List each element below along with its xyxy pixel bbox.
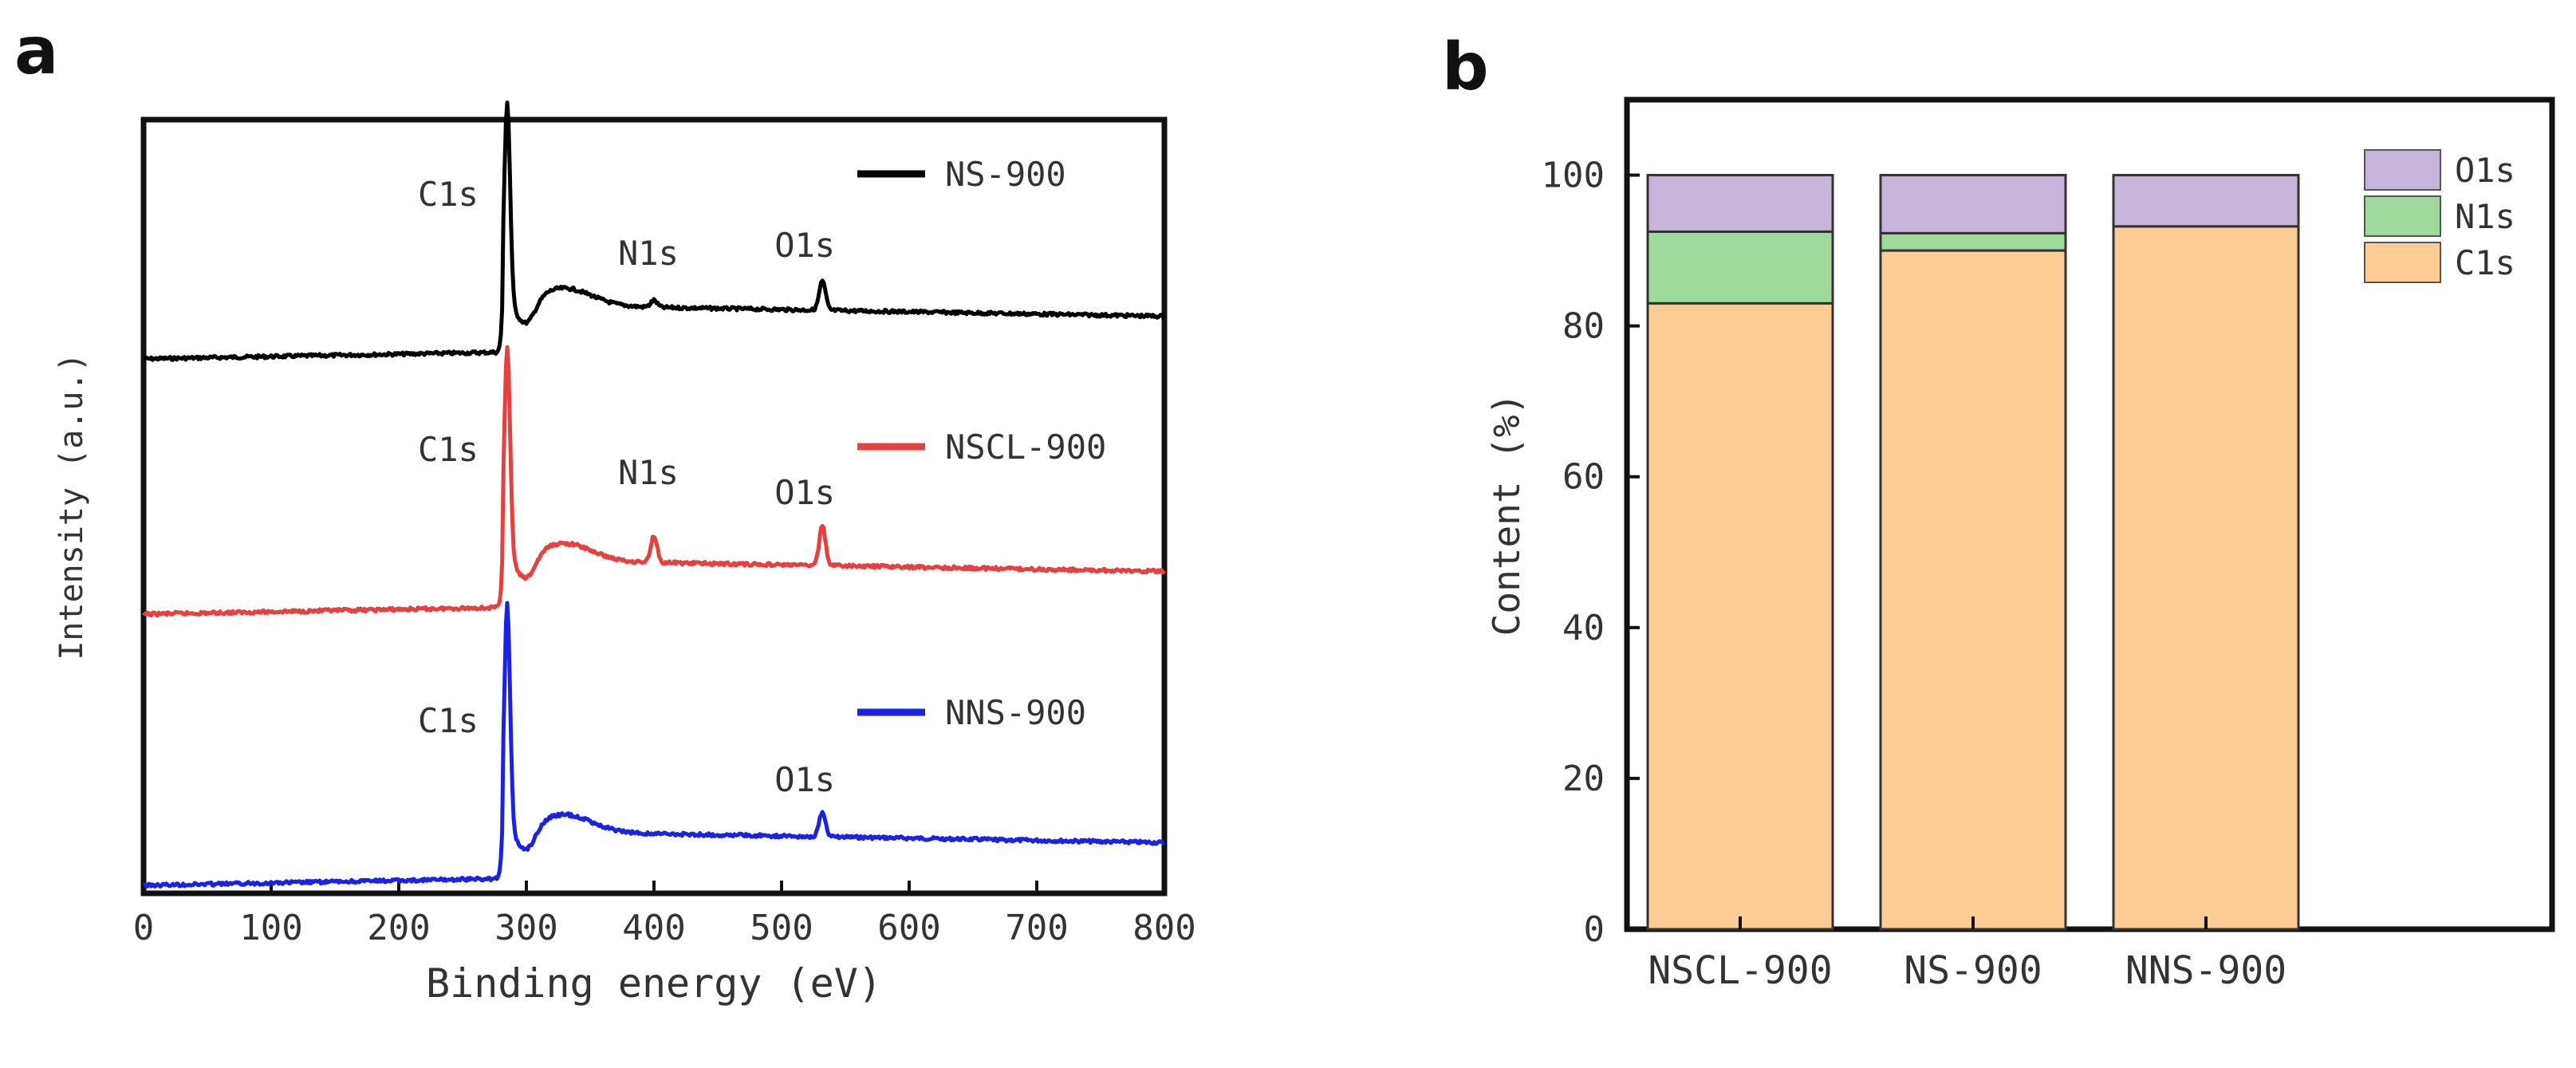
peak-label-c1s-nns-900: C1s	[418, 701, 479, 740]
bar-o1s-nscl-900	[1646, 174, 1834, 233]
bar-o1s-nns-900	[2112, 174, 2300, 228]
axes-frame-b	[1624, 97, 2555, 932]
bar-group-ns-900: NS-900	[1879, 174, 2067, 993]
legend-swatch-n1s	[2364, 195, 2441, 237]
legend-b: O1s N1s C1s	[2364, 149, 2515, 283]
legend-label-nscl-900: NSCL-900	[945, 428, 1106, 467]
bar-c1s-ns-900	[1879, 249, 2067, 931]
legend-label-n1s: N1s	[2455, 197, 2515, 236]
panel-label-a: a	[14, 14, 58, 89]
y-tick-label-40: 40	[1562, 608, 1605, 648]
legend-label-c1s: C1s	[2455, 243, 2515, 282]
legend-label-ns-900: NS-900	[945, 155, 1066, 194]
peak-label-o1s-nscl-900: O1s	[774, 473, 835, 512]
x-tick-label-nscl-900: NSCL-900	[1648, 948, 1832, 993]
x-tick-label-100: 100	[239, 908, 302, 948]
panel-b-composition-bars: b 0 20 40 60 80 100 Content (%) NSCL-900 NS-900 NN…	[1442, 30, 2555, 993]
series-nns-900: NNS-900 C1s O1s	[142, 601, 1165, 889]
x-tick-label-400: 400	[622, 908, 685, 948]
panel-label-b: b	[1442, 30, 1489, 105]
bar-c1s-nscl-900	[1646, 301, 1834, 931]
x-tick-label-800: 800	[1132, 908, 1195, 948]
y-axis-label-a: Intensity (a.u.)	[53, 353, 90, 660]
x-tick-label-700: 700	[1005, 908, 1068, 948]
trace-nns-900	[142, 601, 1165, 889]
x-tick-label-ns-900: NS-900	[1904, 948, 2042, 993]
y-tick-label-100: 100	[1542, 156, 1605, 196]
bar-c1s-nns-900	[2112, 225, 2300, 931]
bar-group-nns-900: NNS-900	[2112, 174, 2300, 993]
x-tick-label-0: 0	[133, 908, 155, 948]
bar-o1s-ns-900	[1879, 174, 2067, 234]
peak-label-c1s-nscl-900: C1s	[418, 430, 479, 469]
x-tick-label-200: 200	[367, 908, 430, 948]
legend-label-o1s: O1s	[2455, 151, 2515, 190]
x-tick-label-600: 600	[877, 908, 940, 948]
legend-label-nns-900: NNS-900	[945, 693, 1086, 732]
y-tick-label-0: 0	[1584, 909, 1605, 950]
y-tick-label-80: 80	[1562, 306, 1605, 347]
bar-n1s-ns-900	[1879, 231, 2067, 252]
peak-label-n1s-ns-900: N1s	[618, 234, 679, 273]
x-tick-label-300: 300	[494, 908, 557, 948]
panel-a-xps-survey: a 0 100 200 300 400 500 600 700 800 Binding energy…	[14, 14, 1196, 1007]
legend-swatch-c1s	[2364, 242, 2441, 283]
peak-label-c1s-ns-900: C1s	[418, 175, 479, 214]
x-tick-label-500: 500	[750, 908, 813, 948]
y-axis-label-b: Content (%)	[1485, 393, 1528, 636]
y-tick-label-20: 20	[1562, 759, 1605, 799]
series-nscl-900: NSCL-900 C1s N1s O1s	[142, 345, 1167, 618]
x-tick-label-nns-900: NNS-900	[2125, 948, 2286, 993]
bar-n1s-nscl-900	[1646, 230, 1834, 305]
series-ns-900: NS-900 C1s N1s O1s	[143, 100, 1165, 362]
trace-ns-900	[143, 100, 1165, 362]
peak-label-o1s-ns-900: O1s	[774, 226, 835, 265]
x-axis-label-a: Binding energy (eV)	[426, 960, 882, 1007]
legend-swatch-o1s	[2364, 149, 2441, 191]
peak-label-n1s-nscl-900: N1s	[618, 453, 679, 492]
bar-group-nscl-900: NSCL-900	[1646, 174, 1834, 993]
peak-label-o1s-nns-900: O1s	[774, 760, 835, 799]
y-tick-label-60: 60	[1562, 457, 1605, 498]
trace-nscl-900	[142, 345, 1167, 618]
